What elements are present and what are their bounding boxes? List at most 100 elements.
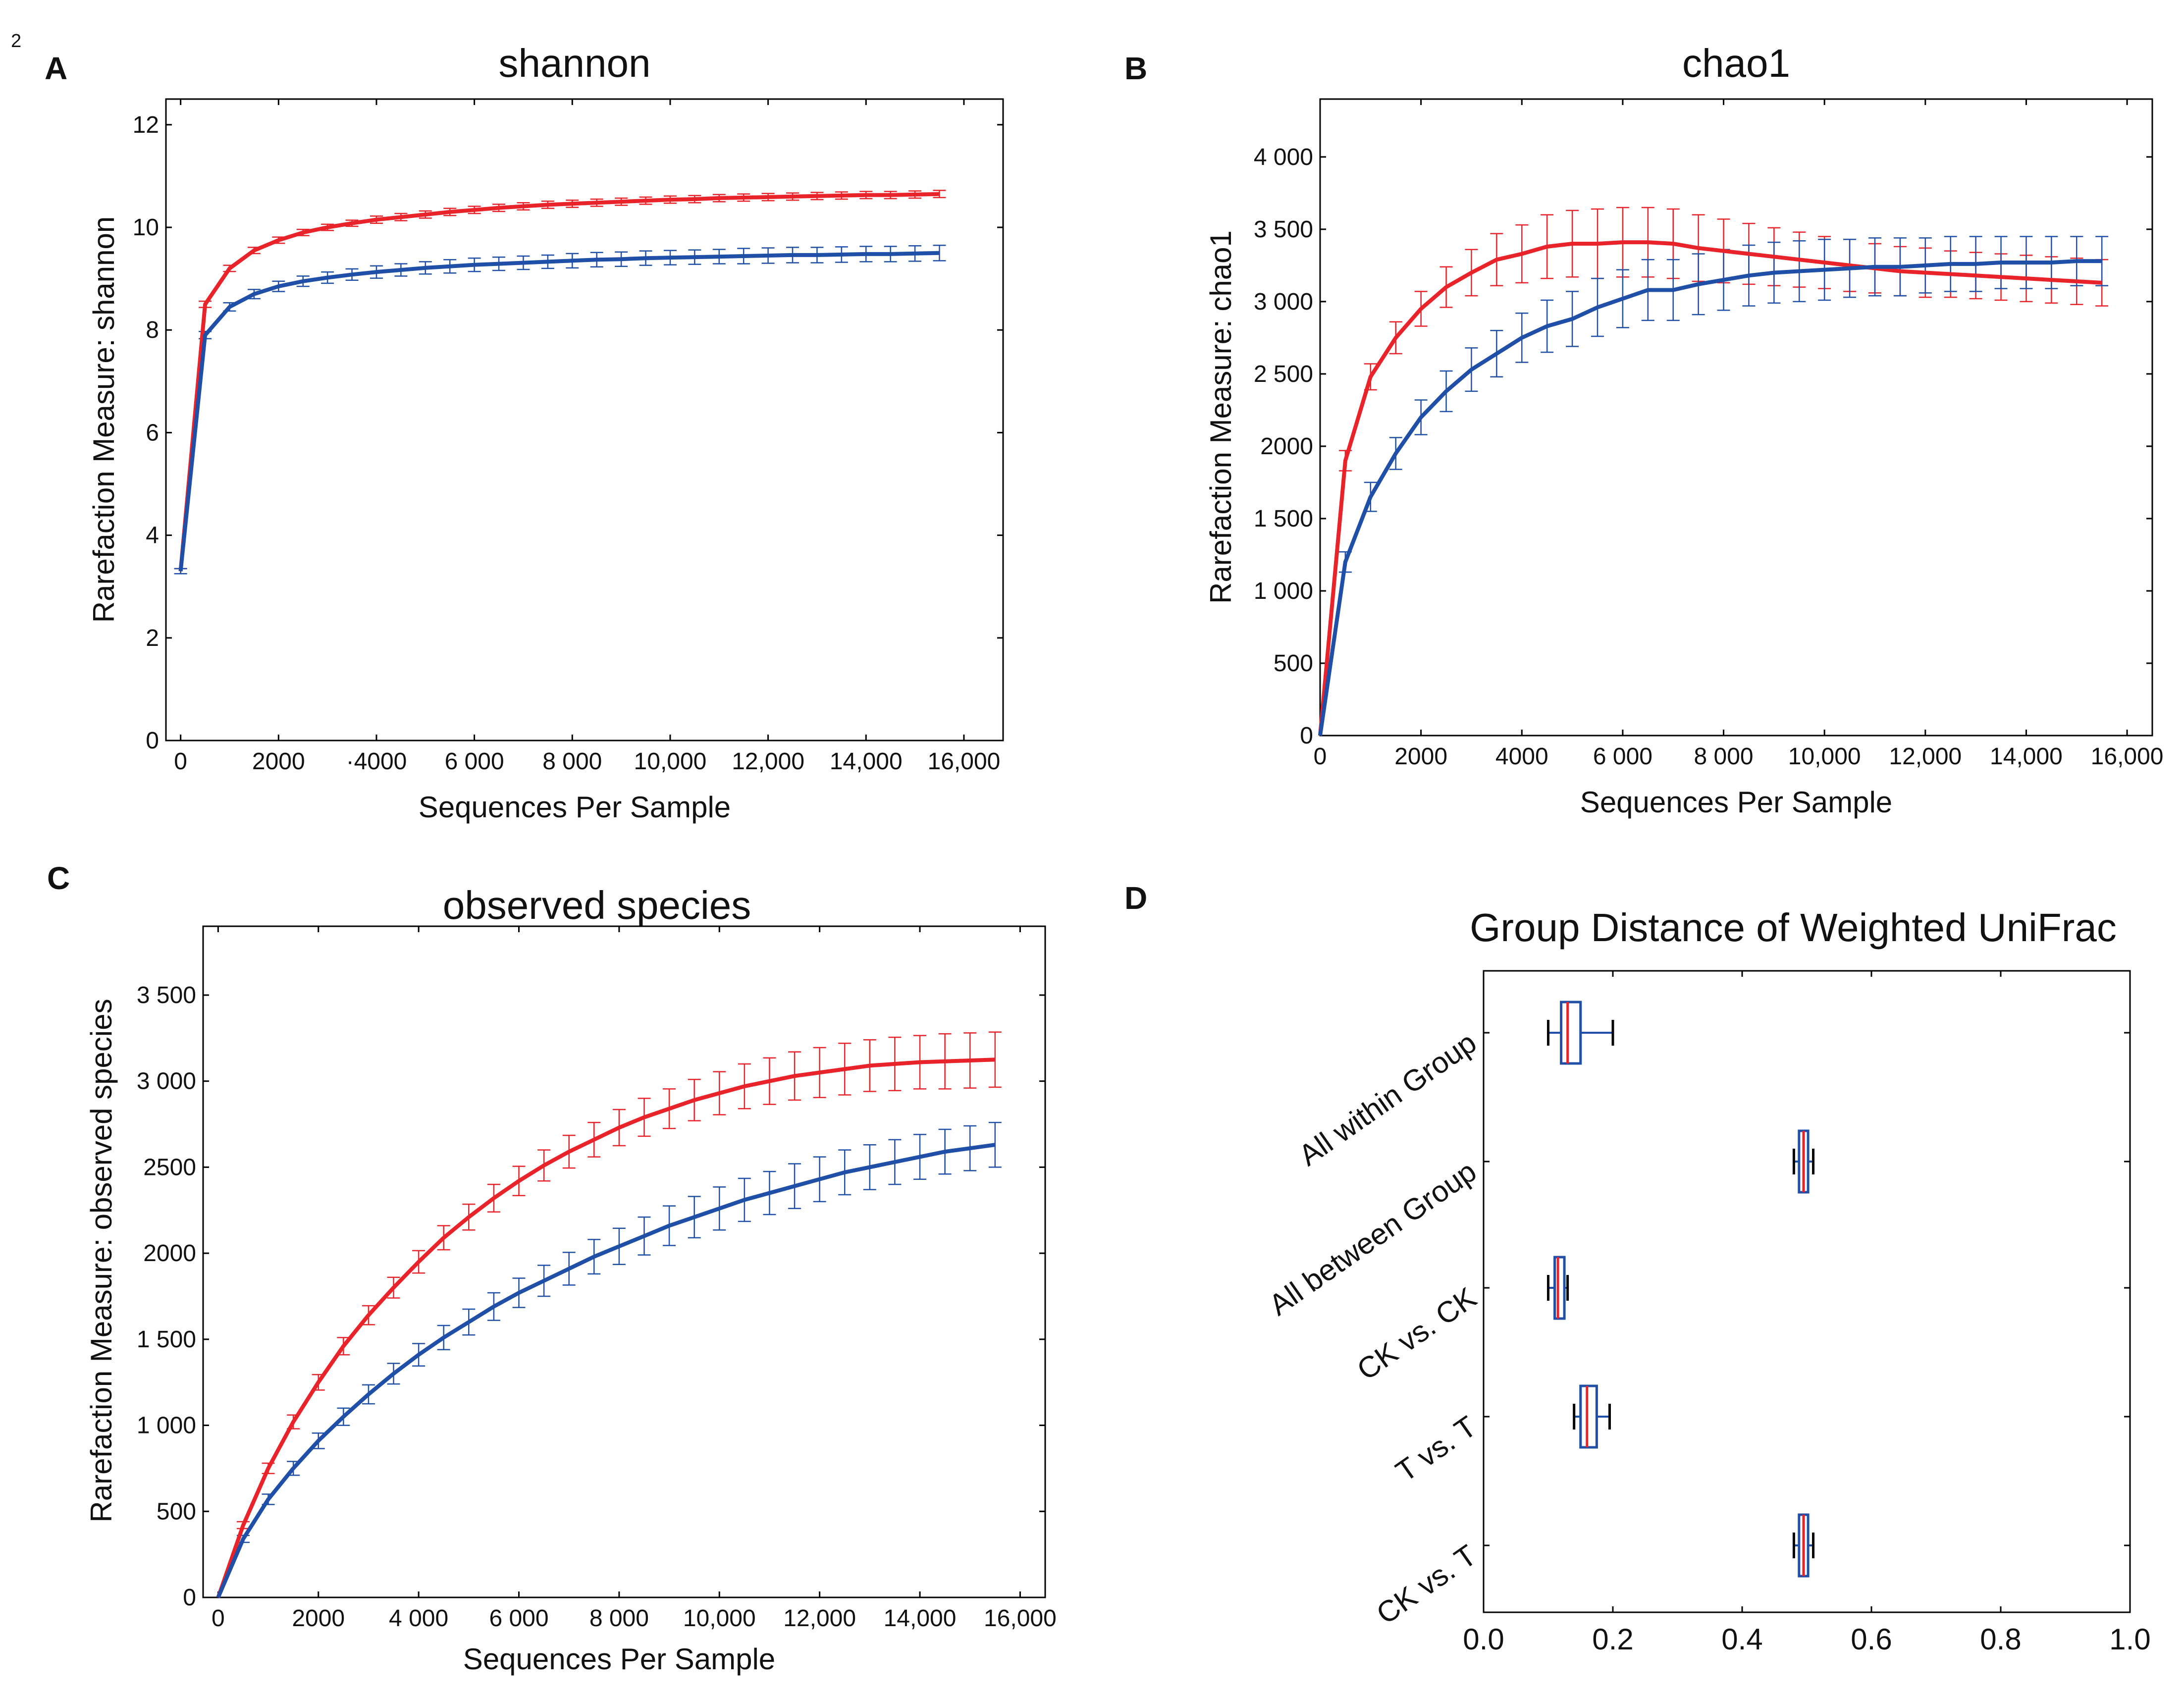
- y-tick-label: 3 500: [137, 982, 196, 1008]
- y-tick-label: 12: [133, 112, 159, 138]
- y-axis-label-b: Rarefaction Measure: chao1: [1204, 230, 1237, 604]
- series-line-red: [1318, 240, 2102, 736]
- y-tick-label: 4 000: [1254, 144, 1313, 170]
- x-tick-label: 0.6: [1851, 1623, 1892, 1656]
- axis-ticks-c: 0 2000 4 000 6 000 8 000 10,000 12,000 14,000 16…: [137, 926, 1057, 1632]
- series-lines-c: [216, 1058, 996, 1598]
- x-tick-label: 6 000: [489, 1605, 548, 1632]
- panel-a: A shannon 0 2000 ·4000 6 000 8 000 10,000 12,0…: [45, 41, 1004, 824]
- chart-title-b: chao1: [1682, 41, 1790, 85]
- x-tick-label: 0: [212, 1605, 225, 1632]
- series-lines-a: [178, 192, 940, 572]
- series-line-blue: [178, 251, 940, 572]
- x-tick-label: 14,000: [1990, 743, 2063, 770]
- x-tick-label: 16,000: [2091, 743, 2164, 770]
- panel-label-c: C: [47, 860, 70, 896]
- y-tick-label: 4: [146, 523, 159, 549]
- boxplot: [1792, 1129, 1815, 1194]
- y-tick-label: 0: [1300, 723, 1313, 749]
- x-tick-label: 4000: [1495, 743, 1548, 770]
- x-tick-label: 0.0: [1463, 1623, 1504, 1656]
- y-tick-label: 0: [146, 728, 159, 754]
- box-iqr: [1560, 1001, 1582, 1065]
- plot-frame-d: [1483, 970, 2131, 1613]
- category-label: CK vs. T: [1370, 1538, 1482, 1631]
- y-tick-label: 2500: [143, 1154, 196, 1180]
- boxplot: [1792, 1513, 1815, 1578]
- x-tick-label: 14,000: [884, 1605, 957, 1632]
- panel-b: B chao1 0 2000 4000 6 000 8 000 10,000 12,000 1…: [1124, 41, 2163, 819]
- x-tick-label: 2000: [252, 748, 305, 775]
- boxplots-d: [1547, 1001, 1815, 1578]
- y-tick-label: 1 500: [1254, 506, 1313, 532]
- y-tick-label: 2000: [143, 1240, 196, 1267]
- error-bar-blue: [988, 1121, 1002, 1168]
- y-tick-label: 2000: [1260, 433, 1313, 460]
- x-tick-label: 4 000: [389, 1605, 448, 1632]
- y-tick-label: 3 000: [1254, 289, 1313, 315]
- error-bars-c: [236, 1031, 1002, 1543]
- x-tick-label: 2000: [292, 1605, 345, 1632]
- box-iqr: [1553, 1256, 1566, 1320]
- boxplot: [1547, 1001, 1614, 1065]
- error-bars-a: [174, 190, 946, 575]
- y-tick-label: 1 500: [137, 1326, 196, 1353]
- x-tick-label: 0: [174, 748, 187, 775]
- y-tick-label: 6: [146, 420, 159, 446]
- y-axis-label-a: Rarefaction Measure: shannon: [87, 216, 120, 623]
- x-axis-label-a: Sequences Per Sample: [419, 791, 731, 824]
- axis-ticks-d: 0.0 0.2 0.4 0.6 0.8 1.0: [1463, 971, 2151, 1656]
- series-line-red: [216, 1058, 995, 1598]
- x-tick-label: 16,000: [928, 748, 1001, 775]
- category-label: CK vs. CK: [1351, 1281, 1482, 1387]
- panel-c: C observed species 0 2000 4 000 6 000 8 000 1…: [47, 860, 1057, 1676]
- chart-title-d: Group Distance of Weighted UniFrac: [1470, 905, 2117, 950]
- x-tick-label: 10,000: [1788, 743, 1861, 770]
- y-tick-label: 1 000: [137, 1413, 196, 1439]
- panel-label-d: D: [1124, 880, 1147, 916]
- x-tick-label: 8 000: [542, 748, 602, 775]
- series-line-blue: [1318, 259, 2102, 736]
- x-tick-label: 0: [1314, 743, 1327, 770]
- x-axis-label-c: Sequences Per Sample: [463, 1642, 775, 1676]
- x-tick-label: 0.2: [1592, 1623, 1633, 1656]
- box-iqr: [1579, 1384, 1598, 1449]
- x-tick-label: 10,000: [683, 1605, 756, 1632]
- x-axis-label-b: Sequences Per Sample: [1580, 786, 1892, 819]
- x-tick-label: 1.0: [2109, 1623, 2150, 1656]
- x-tick-label: 12,000: [1889, 743, 1962, 770]
- error-bar-red: [933, 190, 946, 199]
- panel-d: D Group Distance of Weighted UniFrac 0.0…: [1124, 880, 2151, 1656]
- y-tick-label: 500: [1274, 650, 1313, 677]
- x-tick-label: 0.8: [1980, 1623, 2021, 1656]
- panel-label-a: A: [45, 51, 67, 86]
- error-bar-red: [988, 1031, 1002, 1088]
- series-line-blue: [216, 1143, 996, 1598]
- x-tick-label: 0.4: [1721, 1623, 1762, 1656]
- boxplot: [1547, 1256, 1569, 1320]
- series-lines-b: [1318, 240, 2102, 736]
- plot-frame-b: [1319, 98, 2153, 737]
- x-tick-label: ·4000: [346, 748, 407, 775]
- boxplot: [1573, 1384, 1611, 1449]
- x-tick-label: 2000: [1394, 743, 1447, 770]
- axis-ticks-b: 0 2000 4000 6 000 8 000 10,000 12,000 14,000 16,…: [1254, 99, 2164, 770]
- axis-ticks-a: 0 2000 ·4000 6 000 8 000 10,000 12,000 14,000 16…: [133, 99, 1003, 775]
- x-tick-label: 16,000: [984, 1605, 1057, 1632]
- x-tick-label: 12,000: [783, 1605, 856, 1632]
- series-line-red: [178, 192, 940, 572]
- y-axis-label-c: Rarefaction Measure: observed species: [85, 999, 118, 1522]
- y-tick-label: 3 500: [1254, 216, 1313, 243]
- page-number: 2: [11, 31, 21, 52]
- chart-title-a: shannon: [499, 41, 651, 85]
- panel-label-b: B: [1124, 51, 1147, 86]
- x-tick-label: 14,000: [830, 748, 903, 775]
- x-tick-label: 8 000: [589, 1605, 649, 1632]
- x-tick-label: 6 000: [445, 748, 504, 775]
- chart-title-c: observed species: [443, 883, 751, 927]
- category-label: All within Group: [1293, 1026, 1483, 1172]
- y-tick-label: 8: [146, 317, 159, 343]
- plot-frame-a: [165, 98, 1004, 742]
- x-tick-label: 12,000: [732, 748, 804, 775]
